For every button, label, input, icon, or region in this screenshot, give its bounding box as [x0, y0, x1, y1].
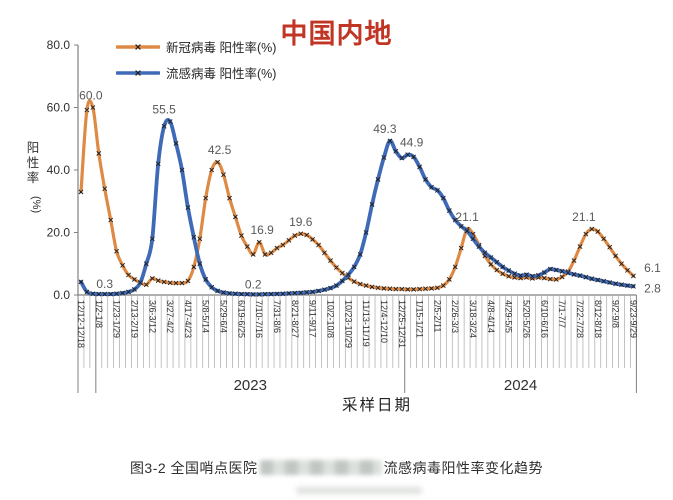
x-tick-label: 4/8-4/14 — [486, 300, 496, 333]
x-tick-label: 1/23-1/29 — [112, 300, 122, 338]
x-tick-label: 2/26-3/3 — [450, 300, 460, 333]
data-label: 42.5 — [208, 143, 232, 157]
y-tick-label: 60.0 — [47, 101, 71, 115]
year-label-2023: 2023 — [234, 377, 267, 394]
positivity-rate-line-chart: 0.0 20.0 40.0 60.0 80.0 阳性率 (%) 12/12-12/18 1/2-… — [27, 38, 661, 414]
flu-line-swatch-icon — [116, 69, 160, 76]
x-tick-label: 1/2-1/8 — [94, 300, 104, 328]
legend-label-covid: 新冠病毒 阳性率(%) — [166, 41, 277, 55]
data-label: 21.1 — [455, 210, 479, 224]
x-tick-label: 9/2-9/8 — [611, 300, 621, 328]
x-axis-title: 采样日期 — [342, 396, 412, 414]
y-axis-title: 率 — [27, 170, 40, 185]
x-tick-label: 7/1-7/7 — [557, 300, 567, 328]
x-tick-label: 10/23-10/29 — [343, 300, 353, 348]
x-tick-label: 3/6-3/12 — [147, 300, 157, 333]
x-tick-label: 2/5-2/11 — [432, 300, 442, 332]
y-axis-title: 性 — [27, 156, 40, 170]
y-tick-label: 80.0 — [47, 38, 71, 52]
data-label: 6.1 — [644, 261, 661, 275]
x-tick-label: 6/10-6/16 — [539, 300, 549, 338]
caption-smudge — [296, 487, 422, 494]
x-tick-label: 1/15-1/21 — [415, 300, 425, 338]
chart-legend: 新冠病毒 阳性率(%) 流感病毒 阳性率(%) — [116, 36, 276, 83]
x-tick-label: 6/19-6/25 — [236, 300, 246, 338]
x-tick-label: 7/10-7/16 — [254, 300, 264, 338]
x-tick-label: 12/4-12/10 — [379, 300, 389, 343]
covid-series-line — [79, 99, 635, 291]
legend-item-flu: 流感病毒 阳性率(%) — [116, 62, 276, 83]
page-title: 中国内地 — [280, 19, 393, 49]
y-tick-label: 0.0 — [53, 288, 70, 302]
data-label: 0.3 — [96, 277, 113, 291]
flu-series-line — [79, 118, 636, 297]
data-label: 16.9 — [251, 223, 275, 237]
x-tick-label: 12/12-12/18 — [76, 300, 86, 348]
x-tick-label: 7/31-8/6 — [272, 300, 282, 333]
x-tick-label: 11/13-11/19 — [361, 300, 371, 347]
data-label: 44.9 — [400, 136, 424, 150]
data-label: 2.8 — [644, 281, 661, 295]
figure-caption: 图3-2 全国哨点医院 流感病毒阳性率变化趋势 — [0, 458, 673, 478]
legend-label-flu: 流感病毒 阳性率(%) — [166, 67, 277, 81]
y-tick-label: 20.0 — [47, 226, 71, 240]
x-tick-label: 8/21-8/27 — [290, 300, 300, 338]
data-label: 49.3 — [373, 122, 397, 136]
caption-redacted-blur — [259, 460, 382, 475]
x-tick-label: 3/27-4/2 — [165, 300, 175, 333]
x-tick-label: 9/23-9/29 — [628, 300, 638, 338]
caption-suffix: 流感病毒阳性率变化趋势 — [383, 460, 544, 476]
y-axis-unit: (%) — [30, 196, 42, 213]
x-tick-label: 10/2-10/8 — [325, 300, 335, 338]
year-label-2024: 2024 — [504, 377, 537, 394]
data-label: 60.0 — [79, 89, 103, 103]
x-tick-label: 7/22-7/28 — [575, 300, 585, 338]
legend-item-covid: 新冠病毒 阳性率(%) — [116, 36, 276, 57]
y-axis-title: 阳 — [27, 141, 40, 155]
data-label: 55.5 — [152, 103, 176, 117]
flu-series-markers — [78, 119, 636, 297]
x-tick-label: 4/17-4/23 — [183, 300, 193, 338]
y-tick-label: 40.0 — [47, 163, 71, 177]
data-label: 19.6 — [289, 215, 313, 229]
x-tick-label: 2/13-2/19 — [129, 300, 139, 338]
x-tick-label: 5/20-5/26 — [522, 300, 532, 338]
x-tick-label: 5/8-5/14 — [201, 300, 211, 333]
data-label: 21.1 — [572, 210, 596, 224]
caption-prefix: 图3-2 全国哨点医院 — [129, 460, 258, 476]
x-tick-label: 8/12-8/18 — [593, 300, 603, 338]
x-tick-label: 12/25-12/31 — [397, 300, 407, 348]
x-tick-label: 5/29-6/4 — [219, 300, 229, 333]
x-tick-label: 3/18-3/24 — [468, 300, 478, 338]
x-tick-label: 9/11-9/17 — [308, 300, 318, 337]
x-tick-label: 4/29-5/5 — [504, 300, 514, 333]
data-label: 0.2 — [245, 277, 262, 291]
covid-line-swatch-icon — [116, 43, 160, 50]
